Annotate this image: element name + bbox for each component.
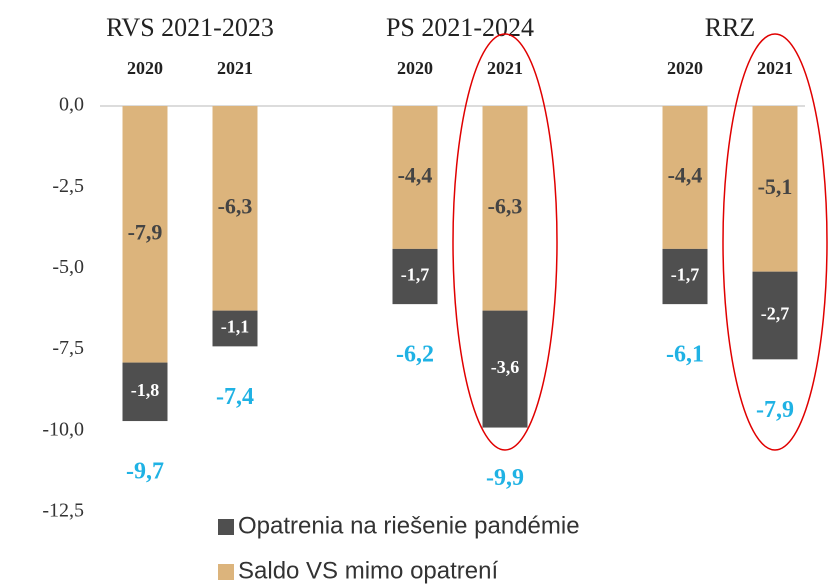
bar-segment <box>392 106 438 249</box>
segment-label: -2,7 <box>761 304 790 324</box>
bar-segment <box>212 106 258 311</box>
total-label: -7,9 <box>756 397 794 423</box>
segment-label: -4,4 <box>398 163 433 188</box>
highlight-ellipse <box>452 33 558 451</box>
segment-label: -6,3 <box>488 193 523 218</box>
x-tick-label: 2020 <box>667 58 703 78</box>
total-label: -7,4 <box>216 384 254 410</box>
x-tick-label: 2021 <box>757 58 793 78</box>
bar-segment <box>392 248 438 305</box>
group-label: RVS 2021-2023 <box>106 13 274 42</box>
legend-label: Saldo VS mimo opatrení <box>238 557 498 584</box>
segment-label: -7,9 <box>128 219 163 244</box>
bar-segment <box>482 310 528 428</box>
group-label: RRZ <box>705 13 756 42</box>
bar-segment <box>662 106 708 249</box>
x-tick-label: 2020 <box>127 58 163 78</box>
bar-segment <box>122 106 168 363</box>
x-tick-label: 2020 <box>397 58 433 78</box>
total-label: -6,1 <box>666 342 704 368</box>
y-tick-label: -12,5 <box>42 500 84 522</box>
y-tick-label: -5,0 <box>52 256 84 278</box>
total-label: -9,9 <box>486 465 524 491</box>
segment-label: -4,4 <box>668 163 703 188</box>
segment-label: -1,1 <box>221 317 250 337</box>
x-tick-label: 2021 <box>487 58 523 78</box>
segment-label: -3,6 <box>491 357 520 377</box>
legend-swatch <box>218 564 234 580</box>
y-tick-label: -10,0 <box>42 418 84 440</box>
total-label: -9,7 <box>126 459 164 485</box>
segment-label: -5,1 <box>758 174 793 199</box>
segment-label: -1,8 <box>131 380 160 400</box>
segment-label: -1,7 <box>401 265 430 285</box>
bar-segment <box>212 310 258 347</box>
segment-label: -1,7 <box>671 265 700 285</box>
bar-segment <box>662 248 708 305</box>
total-label: -6,2 <box>396 342 434 368</box>
legend-swatch <box>218 519 234 535</box>
group-label: PS 2021-2024 <box>386 13 534 42</box>
y-tick-label: -2,5 <box>52 175 84 197</box>
y-tick-label: -7,5 <box>52 337 84 359</box>
bar-segment <box>752 106 798 272</box>
legend-label: Opatrenia na riešenie pandémie <box>238 512 580 539</box>
bar-segment <box>482 106 528 311</box>
segment-label: -6,3 <box>218 193 253 218</box>
x-tick-label: 2021 <box>217 58 253 78</box>
highlight-ellipse <box>722 33 828 451</box>
bar-segment <box>752 271 798 360</box>
bar-segment <box>122 362 168 422</box>
y-tick-label: 0,0 <box>59 94 84 116</box>
